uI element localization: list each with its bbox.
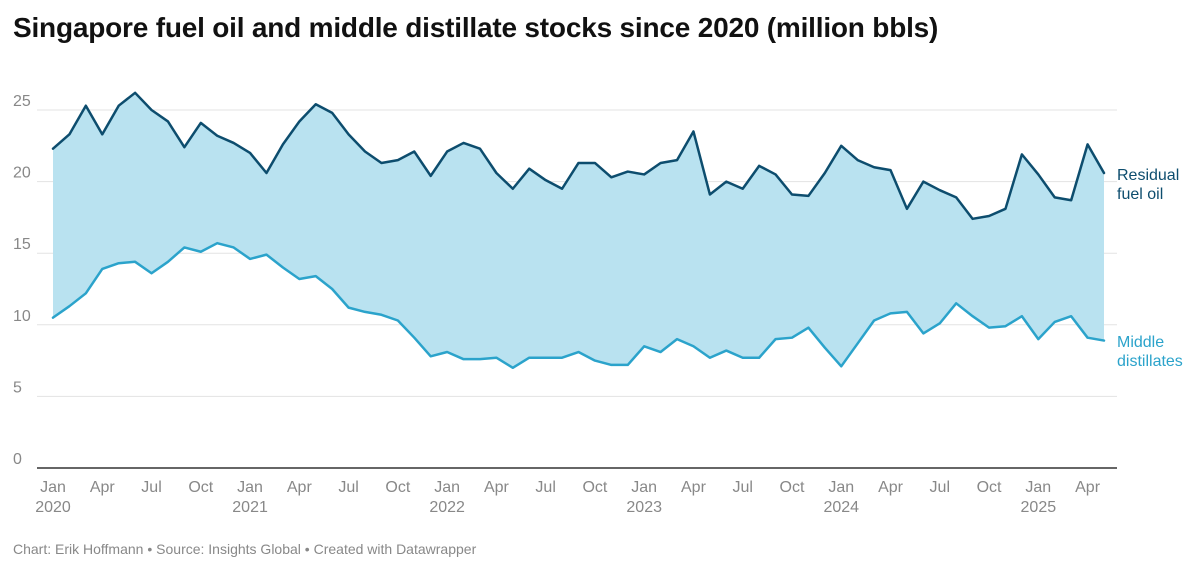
x-tick-label-jan-2025: Jan [1025, 479, 1051, 496]
y-tick-label-15: 15 [13, 236, 31, 253]
x-tick-label-jan-2024: Jan [828, 479, 854, 496]
x-tick-label-apr-15: Apr [287, 479, 313, 496]
chart-title: Singapore fuel oil and middle distillate… [13, 12, 939, 43]
y-tick-label-5: 5 [13, 379, 22, 396]
x-tick-year-2025: 2025 [1021, 499, 1057, 516]
x-tick-year-2020: 2020 [35, 499, 71, 516]
y-tick-label-0: 0 [13, 451, 22, 468]
series-line-middle-distillates [51, 241, 1106, 370]
x-tick-label-oct-9: Oct [188, 479, 213, 496]
x-tick-label-jul-42: Jul [732, 479, 752, 496]
footer-separator-2: • [300, 541, 314, 557]
x-tick-label-jul-30: Jul [535, 479, 555, 496]
x-tick-label-jan-2022: Jan [434, 479, 460, 496]
x-tick-year-2022: 2022 [429, 499, 465, 516]
area-between-series [53, 92, 1104, 368]
series-line-residual-fuel-oil [51, 91, 1106, 221]
x-tick-label-oct-57: Oct [977, 479, 1002, 496]
x-tick-label-apr-39: Apr [681, 479, 707, 496]
x-tick-label-oct-33: Oct [582, 479, 607, 496]
series-label-middle-distillates-line-1: Middle [1117, 334, 1164, 351]
y-tick-label-10: 10 [13, 308, 31, 325]
x-tick-label-jan-2020: Jan [40, 479, 66, 496]
series-label-middle-distillates-line-2: distillates [1117, 353, 1183, 370]
footer-source: Source: Insights Global [156, 541, 301, 557]
footer-separator-1: • [143, 541, 157, 557]
x-tick-label-jul-6: Jul [141, 479, 161, 496]
footer-created-with: Created with Datawrapper [313, 541, 477, 557]
x-tick-label-apr-3: Apr [90, 479, 116, 496]
x-tick-year-2024: 2024 [823, 499, 859, 516]
x-tick-label-apr-51: Apr [878, 479, 904, 496]
x-tick-label-jul-54: Jul [930, 479, 950, 496]
y-tick-label-25: 25 [13, 93, 31, 110]
series-label-residual-fuel-oil-line-2: fuel oil [1117, 186, 1163, 203]
series-labels: Residual fuel oil Middle distillates [1117, 167, 1183, 370]
x-tick-label-jan-2023: Jan [631, 479, 657, 496]
x-axis: Jan 2020 Apr Jul Oct Jan 2021 Apr Jul Oct Jan 2022 A… [35, 467, 1117, 516]
x-tick-label-apr-63: Apr [1075, 479, 1101, 496]
x-tick-label-apr-27: Apr [484, 479, 510, 496]
y-tick-labels: 0 5 10 15 20 25 [13, 93, 31, 468]
x-tick-label-oct-21: Oct [385, 479, 410, 496]
footer-credits: Chart: Erik Hoffmann • Source: Insights … [13, 541, 476, 557]
series-lines [51, 91, 1106, 370]
x-tick-year-2021: 2021 [232, 499, 268, 516]
footer-chart-credit: Chart: Erik Hoffmann [13, 541, 144, 557]
x-tick-year-2023: 2023 [626, 499, 662, 516]
series-label-residual-fuel-oil-line-1: Residual [1117, 167, 1179, 184]
x-tick-label-jan-2021: Jan [237, 479, 263, 496]
x-tick-label-oct-45: Oct [780, 479, 805, 496]
x-tick-label-jul-18: Jul [338, 479, 358, 496]
y-tick-label-20: 20 [13, 165, 31, 182]
